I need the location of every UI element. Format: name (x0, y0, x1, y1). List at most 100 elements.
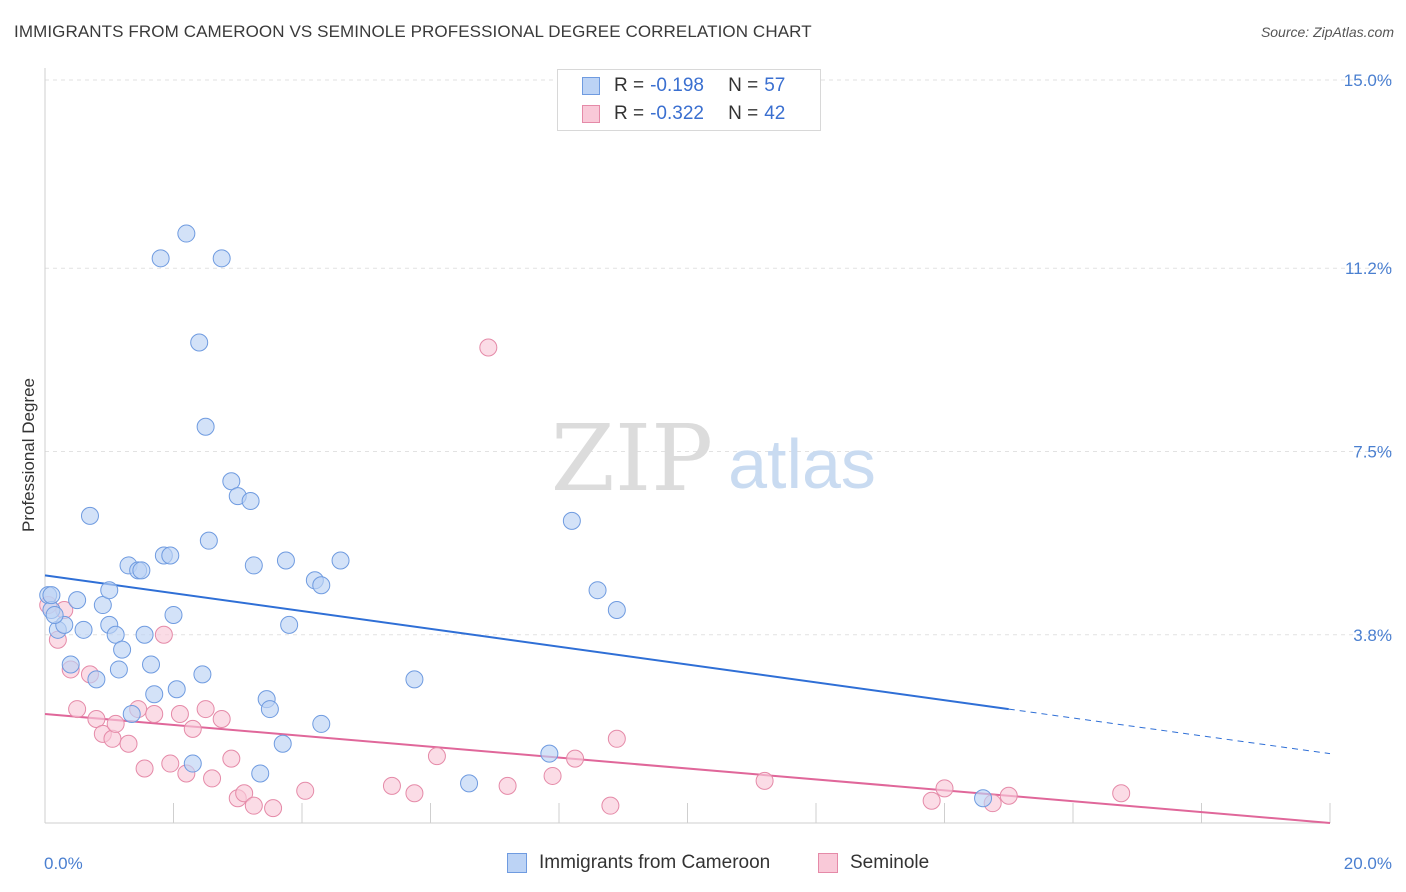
trend-line-seminole (44, 713, 1331, 824)
data-point-cameroon (106, 625, 125, 644)
series-swatch-blue (507, 853, 527, 873)
data-point-cameroon (241, 492, 260, 511)
series-legend-seminole[interactable]: Seminole (818, 852, 929, 874)
data-point-seminole (382, 776, 401, 795)
data-point-cameroon (80, 506, 99, 525)
data-point-cameroon (68, 591, 87, 610)
data-point-cameroon (312, 576, 331, 595)
series-legend-cameroon[interactable]: Immigrants from Cameroon (507, 852, 770, 874)
data-point-seminole (212, 709, 231, 728)
source-label: Source: ZipAtlas.com (1260, 24, 1394, 40)
trend-line-cameroon-extension (1008, 708, 1331, 755)
data-point-seminole (1112, 784, 1131, 803)
series-legend-label: Seminole (850, 852, 930, 873)
series-legend: Immigrants from Cameroon Seminole (0, 852, 1406, 878)
data-point-seminole (196, 700, 215, 719)
data-point-seminole (543, 766, 562, 785)
data-point-seminole (135, 759, 154, 778)
data-point-cameroon (132, 561, 151, 580)
data-point-cameroon (151, 249, 170, 268)
data-point-seminole (222, 749, 241, 768)
data-point-cameroon (164, 605, 183, 624)
y-tick-label: 3.8% (1353, 626, 1392, 645)
data-point-seminole (566, 749, 585, 768)
data-point-cameroon (251, 764, 270, 783)
data-point-cameroon (142, 655, 161, 674)
data-point-seminole (161, 754, 180, 773)
x-tick-label-max: 20.0% (1344, 854, 1392, 873)
data-point-seminole (154, 625, 173, 644)
data-point-cameroon (196, 417, 215, 436)
data-point-seminole (203, 769, 222, 788)
legend-r-label: R = (614, 103, 645, 124)
legend-n-label: N = (728, 103, 759, 124)
y-tick-label: 11.2% (1345, 259, 1392, 278)
data-point-cameroon (109, 660, 128, 679)
data-point-cameroon (280, 615, 299, 634)
data-point-seminole (68, 700, 87, 719)
watermark-zip: ZIP (551, 405, 713, 512)
data-point-cameroon (460, 774, 479, 793)
data-point-seminole (183, 719, 202, 738)
data-point-cameroon (312, 714, 331, 733)
data-point-seminole (296, 781, 315, 800)
legend-r-value: -0.198 (650, 75, 704, 96)
data-point-seminole (922, 791, 941, 810)
chart-title: IMMIGRANTS FROM CAMEROON VS SEMINOLE PRO… (14, 22, 812, 41)
data-point-seminole (119, 734, 138, 753)
data-point-cameroon (540, 744, 559, 763)
data-point-cameroon (244, 556, 263, 575)
data-point-cameroon (190, 333, 209, 352)
data-point-seminole (106, 714, 125, 733)
y-axis-label: Professional Degree (19, 378, 38, 532)
legend-r-value: -0.322 (650, 103, 704, 124)
trend-line-cameroon (44, 574, 1009, 711)
watermark-atlas: atlas (728, 425, 876, 503)
data-point-seminole (264, 799, 283, 818)
legend-swatch-pink (582, 105, 600, 123)
y-tick-label: 15.0% (1344, 71, 1392, 90)
data-point-cameroon (405, 670, 424, 689)
data-point-cameroon (193, 665, 212, 684)
data-point-cameroon (122, 705, 141, 724)
data-point-seminole (170, 705, 189, 724)
data-point-cameroon (113, 640, 132, 659)
data-point-cameroon (161, 546, 180, 565)
data-point-cameroon (331, 551, 350, 570)
legend-r-label: R = (614, 75, 645, 96)
correlation-legend: R = -0.198 N = 57 R = -0.322 N = 42 (557, 69, 821, 131)
data-point-cameroon (87, 670, 106, 689)
data-point-cameroon (276, 551, 295, 570)
data-point-seminole (244, 796, 263, 815)
data-point-seminole (935, 779, 954, 798)
data-point-seminole (601, 796, 620, 815)
watermark: ZIP atlas (551, 405, 876, 512)
data-point-seminole (479, 338, 498, 357)
data-point-cameroon (74, 620, 93, 639)
y-tick-label: 7.5% (1353, 443, 1392, 462)
data-point-cameroon (177, 224, 196, 243)
data-point-cameroon (61, 655, 80, 674)
data-point-cameroon (93, 596, 112, 615)
data-point-cameroon (145, 685, 164, 704)
data-point-cameroon (607, 601, 626, 620)
data-point-seminole (405, 784, 424, 803)
data-point-cameroon (42, 586, 61, 605)
data-point-cameroon (199, 531, 218, 550)
data-point-cameroon (183, 754, 202, 773)
data-point-cameroon (222, 472, 241, 491)
legend-row-seminole: R = -0.322 N = 42 (582, 102, 785, 126)
x-tick-label-min: 0.0% (44, 854, 83, 873)
legend-row-cameroon: R = -0.198 N = 57 (582, 74, 785, 98)
data-point-cameroon (135, 625, 154, 644)
data-point-cameroon (588, 581, 607, 600)
legend-swatch-blue (582, 77, 600, 95)
legend-n-label: N = (728, 75, 759, 96)
data-point-cameroon (212, 249, 231, 268)
data-point-seminole (427, 747, 446, 766)
data-point-cameroon (974, 789, 993, 808)
series-legend-label: Immigrants from Cameroon (539, 852, 771, 873)
data-point-seminole (607, 729, 626, 748)
data-point-cameroon (167, 680, 186, 699)
